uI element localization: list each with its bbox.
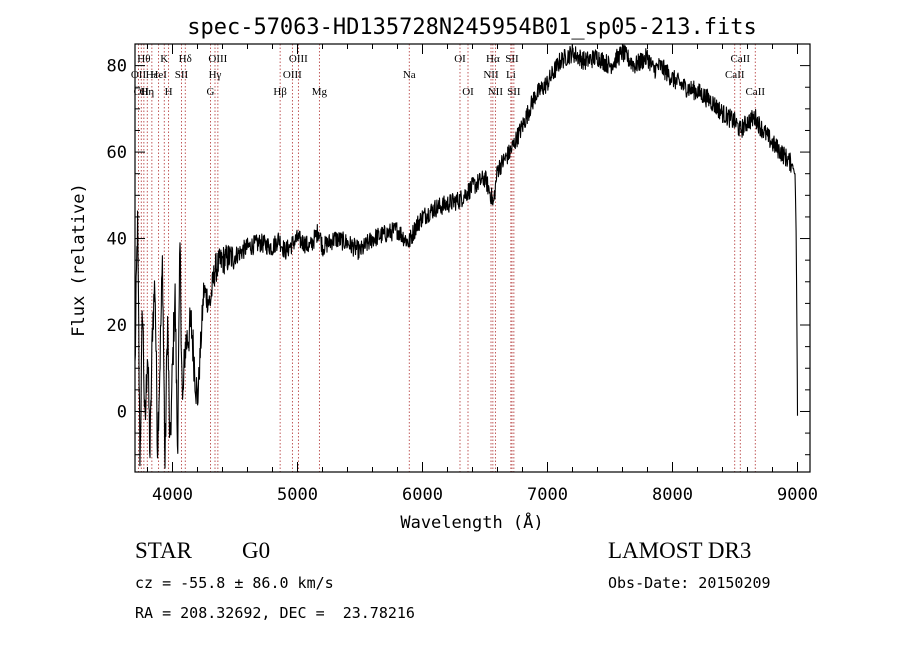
- line-label-14: OIII: [283, 69, 302, 81]
- line-label-28: CaII: [745, 86, 765, 98]
- line-label-24: SII: [505, 53, 519, 65]
- y-tick-label-80: 80: [107, 57, 127, 77]
- line-label-11: Hγ: [209, 69, 222, 81]
- spectral-line-labels: OIIOIIHθHηHεHeIKHSIIHδGHγOIIIHβOIIIOIIIM…: [131, 53, 765, 98]
- line-label-10: G: [207, 86, 215, 98]
- line-label-3: Hη: [140, 86, 154, 98]
- redshift-info: cz = -55.8 ± 86.0 km/s: [135, 574, 334, 592]
- line-label-17: Na: [403, 69, 416, 81]
- line-label-22: NII: [488, 86, 504, 98]
- y-axis-label: Flux (relative): [69, 183, 89, 337]
- line-label-9: Hδ: [179, 53, 192, 65]
- x-tick-label-9000: 9000: [777, 485, 818, 505]
- line-label-16: Mg: [312, 86, 328, 98]
- x-tick-label-8000: 8000: [652, 485, 693, 505]
- line-label-0: OII: [131, 69, 147, 81]
- y-tick-label-40: 40: [107, 230, 127, 250]
- line-label-21: Hα: [486, 53, 500, 65]
- line-label-12: OIII: [208, 53, 227, 65]
- x-tick-label-6000: 6000: [402, 485, 443, 505]
- axis-ticks: [135, 44, 810, 472]
- object-subclass: G0: [242, 538, 271, 563]
- y-tick-label-20: 20: [107, 316, 127, 336]
- line-label-18: OI: [454, 53, 466, 65]
- x-tick-label-4000: 4000: [152, 485, 193, 505]
- line-label-26: CaII: [725, 69, 745, 81]
- line-label-5: HeI: [150, 69, 167, 81]
- coordinates-info: RA = 208.32692, DEC = 23.78216: [135, 604, 415, 622]
- x-tick-label-7000: 7000: [527, 485, 568, 505]
- line-label-13: Hβ: [273, 86, 287, 98]
- flux-series-line: [134, 43, 799, 469]
- line-label-15: OIII: [289, 53, 308, 65]
- line-label-23: Li: [506, 69, 516, 81]
- survey-name: LAMOST DR3: [608, 538, 752, 563]
- line-label-8: SII: [175, 69, 189, 81]
- chart-title: spec-57063-HD135728N245954B01_sp05-213.f…: [187, 15, 757, 40]
- obs-date-info: Obs-Date: 20150209: [608, 574, 771, 592]
- y-tick-label-0: 0: [117, 402, 127, 422]
- x-axis-label: Wavelength (Å): [400, 511, 543, 533]
- line-label-25: SII: [507, 86, 521, 98]
- x-tick-label-5000: 5000: [277, 485, 318, 505]
- line-label-20: NII: [483, 69, 499, 81]
- line-label-7: H: [165, 86, 173, 98]
- y-tick-label-60: 60: [107, 143, 127, 163]
- axis-tick-labels: 4000 5000 6000 7000 8000 9000 0 20 40 60 80: [107, 57, 818, 505]
- line-label-4: Hε: [146, 69, 159, 81]
- object-class: STAR: [135, 538, 192, 563]
- line-label-6: K: [160, 53, 168, 65]
- line-label-2: Hθ: [137, 53, 150, 65]
- line-label-27: CaII: [730, 53, 750, 65]
- line-label-1: OII: [134, 86, 150, 98]
- line-label-19: OI: [462, 86, 474, 98]
